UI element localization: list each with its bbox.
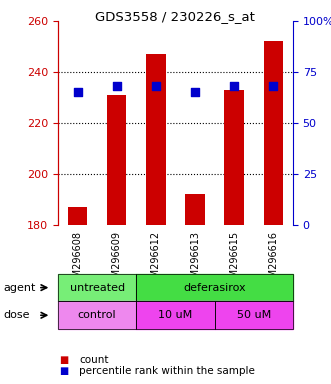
Text: 10 uM: 10 uM [158,310,193,320]
Point [153,83,159,89]
Text: untreated: untreated [70,283,125,293]
Point [75,89,80,96]
Text: dose: dose [3,310,30,320]
Point [192,89,198,96]
Point [114,83,119,89]
Text: control: control [78,310,117,320]
Bar [68,207,87,225]
Text: agent: agent [3,283,36,293]
Text: 50 uM: 50 uM [237,310,271,320]
Text: percentile rank within the sample: percentile rank within the sample [79,366,255,376]
Bar [185,194,205,225]
Text: ■: ■ [60,366,69,376]
Text: count: count [79,355,109,365]
Bar [146,54,166,225]
Bar [107,95,126,225]
Point [271,83,276,89]
Bar [263,41,283,225]
Text: deferasirox: deferasirox [183,283,246,293]
Point [231,83,237,89]
Bar [224,90,244,225]
Text: ■: ■ [60,355,69,365]
Text: GDS3558 / 230226_s_at: GDS3558 / 230226_s_at [95,10,256,23]
